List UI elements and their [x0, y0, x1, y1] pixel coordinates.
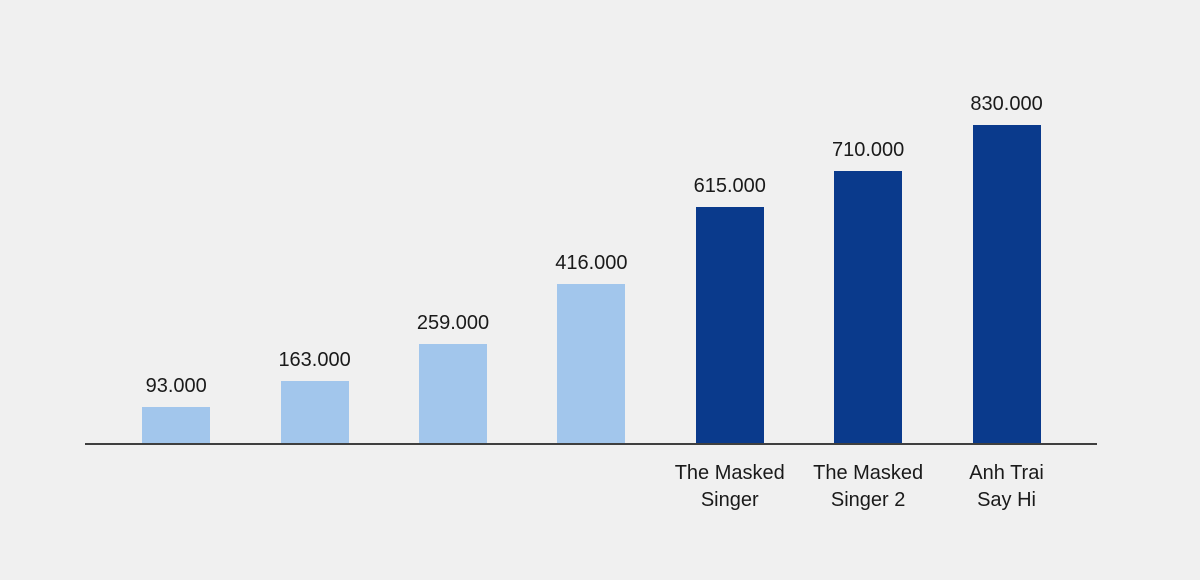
bar-group: 615.000: [661, 175, 799, 443]
bar-group: 416.000: [522, 252, 660, 443]
category-slot: The Masked Singer 2: [799, 460, 937, 514]
bars-row: 93.000 163.000 259.000 416.000 615.000 710.00…: [107, 0, 1076, 443]
category-label: Anh Trai Say Hi: [969, 462, 1044, 511]
bar: [695, 207, 764, 443]
category-label: The Masked Singer 2: [813, 462, 924, 511]
x-axis-line: [85, 443, 1097, 445]
bar-value-label: 259.000: [416, 312, 490, 334]
bar-group: 163.000: [245, 349, 383, 443]
category-row: The Masked Singer The Masked Singer 2 Anh …: [107, 460, 1076, 514]
bar-value-label: 615.000: [693, 175, 766, 197]
bar: [972, 125, 1041, 443]
bar-value-label: 710.000: [832, 139, 905, 161]
bar-value-label: 163.000: [278, 349, 351, 371]
bar-group: 259.000: [384, 312, 522, 443]
bar-value-label: 93.000: [145, 375, 207, 397]
bar-group: 830.000: [937, 93, 1075, 443]
bar: [834, 171, 903, 443]
bar: [557, 284, 626, 443]
bar-group: 710.000: [799, 139, 937, 443]
category-label: The Masked Singer: [674, 462, 785, 511]
category-slot: Anh Trai Say Hi: [937, 460, 1075, 514]
bar-value-label: 416.000: [555, 252, 628, 274]
bar: [418, 344, 487, 443]
category-slot: The Masked Singer: [661, 460, 799, 514]
bar: [280, 381, 349, 443]
bar-value-label: 830.000: [970, 93, 1043, 115]
bar: [142, 407, 211, 443]
bar-group: 93.000: [107, 375, 245, 443]
